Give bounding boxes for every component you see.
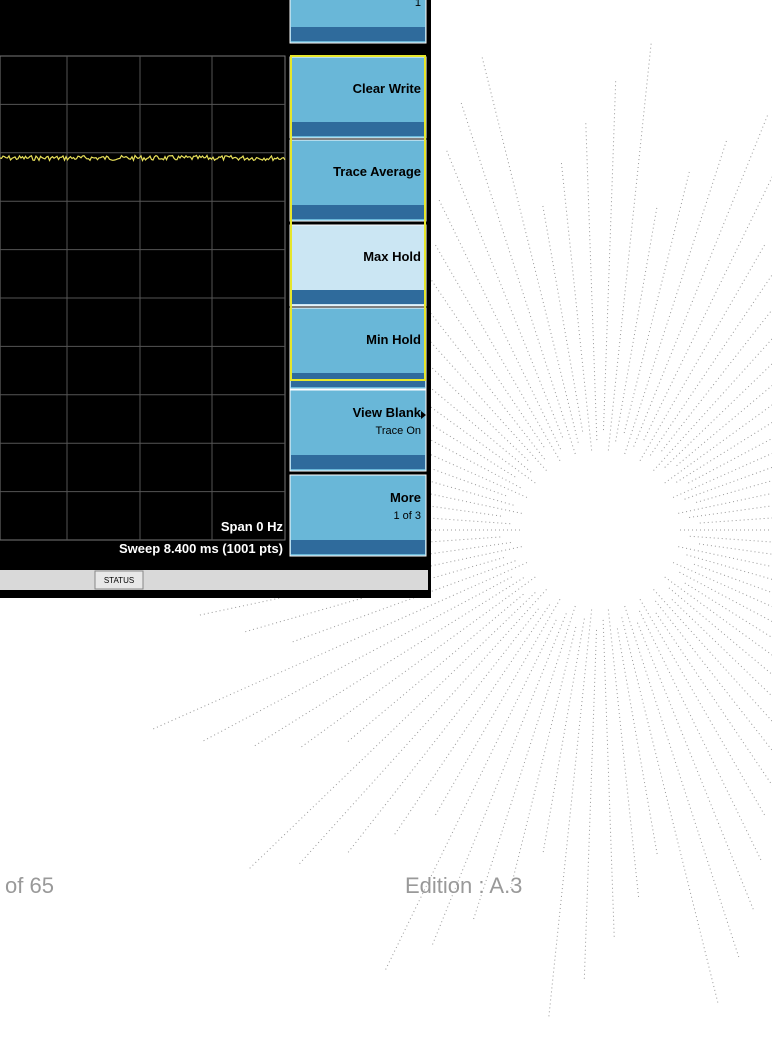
ray (655, 601, 772, 885)
softkey-label: View Blank (353, 405, 422, 420)
ray (624, 171, 689, 433)
ray (608, 43, 651, 451)
softkey-sublabel: 1 (415, 0, 421, 9)
ray (700, 496, 772, 523)
softkey-label: Clear Write (353, 81, 421, 96)
ray (616, 205, 658, 441)
ray (603, 620, 614, 940)
ray (654, 589, 772, 834)
softkey-bottom (291, 455, 425, 469)
ray (301, 577, 536, 747)
ray (347, 594, 523, 742)
ray (644, 90, 772, 441)
ray (678, 547, 772, 624)
softkey-sublabel: Trace On (376, 425, 421, 437)
softkey-label: Max Hold (363, 249, 421, 264)
ray (678, 445, 772, 514)
ray (673, 563, 772, 681)
ray (679, 572, 772, 722)
ray (481, 55, 578, 443)
ray (608, 610, 638, 898)
ray (435, 599, 560, 816)
softkey-label: Min Hold (366, 332, 421, 347)
softkey-bottom (291, 27, 425, 41)
page-number: of 65 (5, 873, 54, 898)
softkey-bottom (291, 290, 425, 304)
ray (665, 313, 772, 483)
softkey-label: Trace Average (333, 164, 421, 179)
screen (0, 0, 288, 568)
ray (438, 197, 561, 449)
ray (690, 536, 772, 556)
ray (688, 319, 772, 483)
ray (665, 577, 772, 818)
ray (252, 578, 523, 748)
ray (561, 162, 591, 450)
page: Span 0 Hz Sweep 8.400 ms (1001 pts) STAT… (0, 0, 772, 1033)
ray (299, 589, 547, 864)
ray (586, 120, 597, 440)
page-canvas: Span 0 Hz Sweep 8.400 ms (1001 pts) STAT… (0, 0, 772, 1033)
ray (687, 555, 772, 665)
ray (549, 610, 592, 1018)
ray (393, 605, 550, 837)
ray (510, 627, 575, 889)
ray (685, 583, 772, 768)
ray (662, 207, 772, 451)
ray (640, 244, 765, 461)
status-text: STATUS (104, 576, 134, 585)
ray (543, 619, 585, 855)
ray (622, 617, 719, 1005)
status-bar (0, 570, 428, 590)
softkey-bottom (291, 122, 425, 136)
ray (677, 318, 772, 466)
ray (654, 196, 772, 471)
ray (689, 467, 772, 517)
softkey-sublabel: 1 of 3 (393, 510, 421, 522)
ray (625, 606, 739, 958)
ray (685, 417, 772, 499)
ray (461, 102, 575, 454)
ray (617, 628, 657, 855)
ray (639, 611, 762, 863)
ray (203, 577, 512, 741)
ray (385, 620, 556, 971)
ray (543, 205, 583, 432)
ray (435, 244, 560, 461)
ray (640, 599, 765, 816)
ray (248, 593, 536, 871)
ray (699, 544, 772, 587)
ray (656, 613, 772, 936)
softkey-bottom (291, 205, 425, 219)
span-text: Span 0 Hz (221, 519, 284, 534)
softkey-bottom (291, 540, 425, 554)
ray (650, 223, 772, 455)
ray (603, 80, 615, 430)
ray (348, 609, 539, 853)
sweep-text: Sweep 8.400 ms (1001 pts) (119, 541, 283, 556)
edition: Edition : A.3 (405, 873, 522, 898)
ray (634, 113, 769, 447)
ray (673, 331, 772, 498)
softkey-label: More (390, 490, 421, 505)
ray (625, 140, 727, 454)
ray (584, 630, 596, 980)
ray (676, 313, 772, 483)
ray (665, 190, 772, 468)
